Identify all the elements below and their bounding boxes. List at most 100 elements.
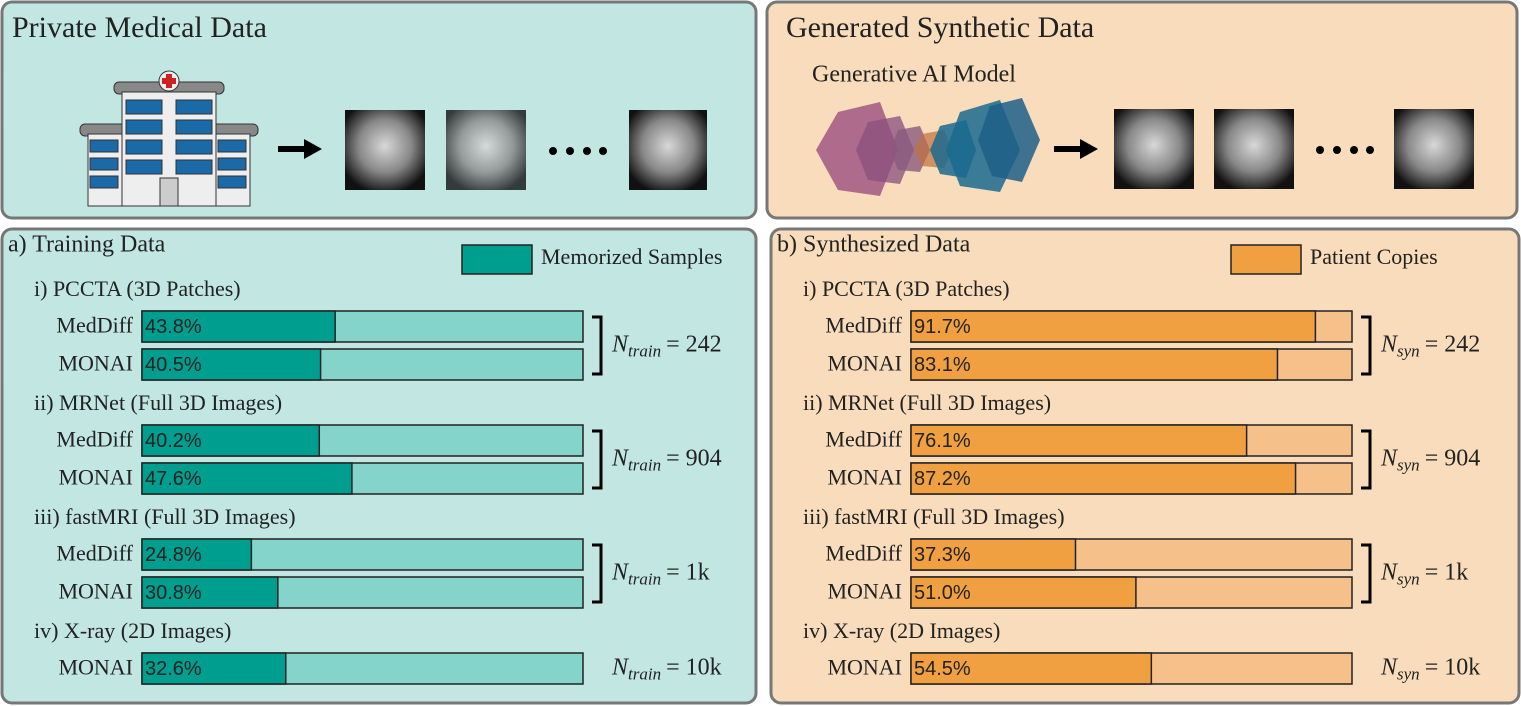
n-subscript: train <box>628 341 661 360</box>
n-symbol: N <box>611 559 630 585</box>
group-label: iii) fastMRI (Full 3D Images) <box>803 504 1065 529</box>
n-symbol: N <box>1380 331 1399 357</box>
value-label: 54.5% <box>914 658 971 680</box>
category-label: MedDiff <box>56 427 133 452</box>
value-label: 40.2% <box>145 430 202 452</box>
category-label: MedDiff <box>56 313 133 338</box>
n-value: = 242 <box>1425 331 1481 357</box>
category-label: MedDiff <box>825 541 902 566</box>
category-label: MONAI <box>58 579 133 604</box>
value-label: 30.8% <box>145 582 202 604</box>
n-symbol: N <box>1380 654 1399 680</box>
xray-image <box>446 110 526 190</box>
bracket <box>592 543 603 604</box>
n-symbol: N <box>611 654 630 680</box>
bracket <box>1361 315 1372 376</box>
xray-image <box>1114 109 1194 189</box>
category-label: MONAI <box>827 579 902 604</box>
legend-swatch <box>1230 244 1302 275</box>
arrow-head <box>1080 139 1098 159</box>
category-label: MedDiff <box>825 313 902 338</box>
n-value: = 904 <box>666 445 722 471</box>
value-label: 87.2% <box>914 468 971 490</box>
hospital-icon <box>79 70 259 207</box>
n-subscript: train <box>628 569 661 588</box>
xray-image <box>345 110 425 190</box>
n-symbol: N <box>1380 559 1399 585</box>
xray-image <box>1214 109 1294 189</box>
group-label: i) PCCTA (3D Patches) <box>34 276 241 301</box>
value-label: 40.5% <box>145 354 202 376</box>
n-value: = 904 <box>1425 445 1481 471</box>
ellipsis <box>1316 146 1374 154</box>
n-label: Nsyn = 904 <box>1380 445 1480 474</box>
n-label: Nsyn = 10k <box>1380 654 1480 683</box>
panel-title: b) Synthesized Data <box>777 232 971 258</box>
legend-label: Patient Copies <box>1310 244 1438 269</box>
bar <box>141 462 353 495</box>
bar <box>910 348 1279 381</box>
legend-label: Memorized Samples <box>541 244 722 269</box>
n-subscript: syn <box>1397 341 1420 360</box>
bar <box>910 424 1248 457</box>
bar <box>141 348 322 381</box>
n-subscript: train <box>628 664 661 683</box>
value-label: 76.1% <box>914 430 971 452</box>
bar <box>910 462 1297 495</box>
value-label: 91.7% <box>914 316 971 338</box>
category-label: MONAI <box>827 655 902 680</box>
bar <box>910 538 1077 571</box>
n-label: Ntrain = 10k <box>611 654 722 683</box>
bar <box>141 576 279 609</box>
group-label: iv) X-ray (2D Images) <box>803 618 1000 643</box>
n-value: = 1k <box>1425 559 1469 585</box>
group-label: iv) X-ray (2D Images) <box>34 618 231 643</box>
bar <box>141 424 321 457</box>
value-label: 83.1% <box>914 354 971 376</box>
panel-title: Generated Synthetic Data <box>786 11 1094 44</box>
bracket <box>1361 429 1372 490</box>
n-label: Ntrain = 242 <box>611 331 722 360</box>
category-label: MONAI <box>827 465 902 490</box>
legend-swatch <box>461 244 533 275</box>
value-label: 32.6% <box>145 658 202 680</box>
category-label: MONAI <box>827 351 902 376</box>
category-label: MedDiff <box>56 541 133 566</box>
panel-title: Private Medical Data <box>12 11 267 44</box>
bracket <box>592 315 603 376</box>
value-label: 47.6% <box>145 468 202 490</box>
value-label: 37.3% <box>914 544 971 566</box>
group-label: ii) MRNet (Full 3D Images) <box>803 390 1051 415</box>
value-label: 24.8% <box>145 544 202 566</box>
bar <box>910 652 1153 685</box>
xray-image <box>1394 109 1474 189</box>
n-value: = 242 <box>666 331 722 357</box>
n-subscript: syn <box>1397 455 1420 474</box>
n-subscript: train <box>628 455 661 474</box>
n-symbol: N <box>1380 445 1399 471</box>
group-label: i) PCCTA (3D Patches) <box>803 276 1010 301</box>
arrow-head <box>304 139 322 159</box>
model-icon <box>816 98 1040 196</box>
group-label: iii) fastMRI (Full 3D Images) <box>34 504 296 529</box>
category-label: MedDiff <box>825 427 902 452</box>
bracket <box>592 429 603 490</box>
ellipsis <box>549 147 607 155</box>
n-label: Ntrain = 904 <box>611 445 722 474</box>
value-label: 43.8% <box>145 316 202 338</box>
group-label: ii) MRNet (Full 3D Images) <box>34 390 282 415</box>
n-symbol: N <box>611 331 630 357</box>
n-value: = 1k <box>666 559 710 585</box>
n-subscript: syn <box>1397 664 1420 683</box>
category-label: MONAI <box>58 655 133 680</box>
bar <box>910 310 1317 343</box>
n-label: Nsyn = 242 <box>1380 331 1480 360</box>
model-label: Generative AI Model <box>812 62 1016 88</box>
bar <box>141 538 253 571</box>
n-label: Ntrain = 1k <box>611 559 710 588</box>
bar <box>141 652 287 685</box>
category-label: MONAI <box>58 351 133 376</box>
xray-image <box>629 110 707 190</box>
n-value: = 10k <box>666 654 722 680</box>
panel-title: a) Training Data <box>8 232 166 258</box>
